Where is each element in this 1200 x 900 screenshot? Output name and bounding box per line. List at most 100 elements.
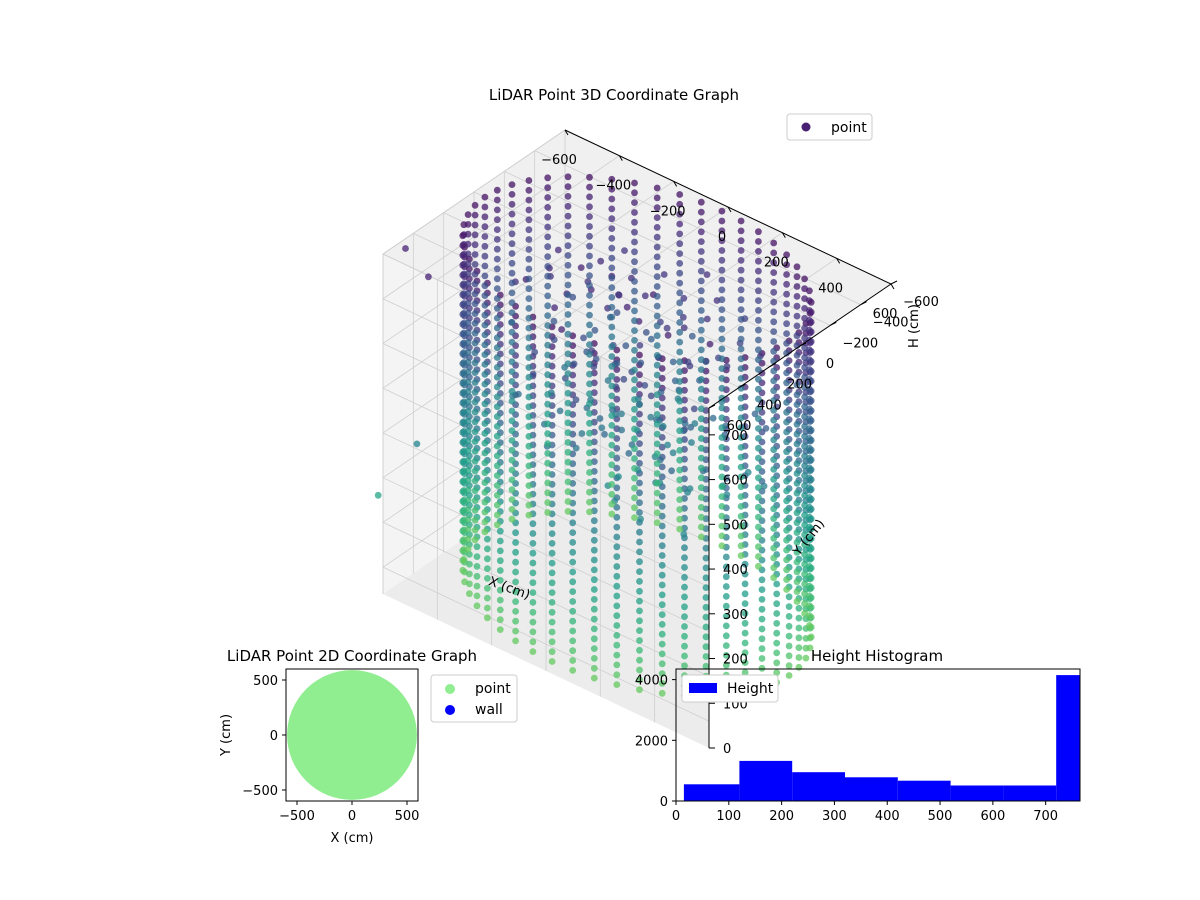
chart-3d-point [676, 299, 684, 307]
chart-3d-point [691, 420, 699, 427]
chart-3d-point [631, 504, 638, 512]
chart-3d-point [496, 616, 504, 624]
chart-3d-point [525, 344, 533, 352]
chart-3d-point [529, 569, 537, 577]
chart-3d-point [703, 271, 711, 278]
chart-3d-point [525, 433, 533, 440]
chart-3d-point [564, 321, 572, 328]
chart-3d-point [464, 270, 472, 277]
chart-3d-point [770, 416, 778, 424]
chart-3d-point [613, 523, 621, 531]
chart-3d-point [525, 265, 533, 273]
chart-3d-point [508, 368, 516, 375]
chart-3d-point [564, 222, 572, 230]
chart-3d-z-tick-label: 300 [723, 608, 748, 623]
chart-3d-point [481, 321, 489, 329]
chart-3d-point [697, 208, 705, 216]
chart-3d-point [801, 364, 808, 371]
chart-3d-point [658, 434, 666, 441]
chart-3d-point [723, 363, 731, 370]
chart-3d-point [569, 657, 577, 664]
chart-3d-point [783, 566, 790, 574]
chart-3d-x-tick [727, 206, 732, 213]
chart-3d-point [653, 430, 661, 438]
chart-3d-point [529, 530, 537, 537]
chart-3d-z-tick-label: 0 [723, 742, 731, 757]
chart-3d-point [631, 474, 638, 482]
histogram-x-tick-label: 700 [1033, 809, 1058, 824]
chart-3d-y-tick [890, 280, 898, 285]
chart-3d-point [508, 427, 516, 435]
chart-3d-point [737, 375, 745, 382]
chart-3d-point [471, 438, 479, 445]
chart-3d-point [590, 556, 598, 564]
chart-3d-x-tick [781, 232, 786, 238]
chart-3d-point [544, 381, 552, 388]
chart-3d-point [697, 317, 705, 324]
chart-3d-point [544, 479, 552, 487]
chart-3d-x-tick-label: −200 [650, 204, 686, 219]
chart-3d-point [702, 574, 710, 582]
chart-3d-point [755, 435, 762, 442]
chart-3d-point [586, 439, 593, 447]
chart-3d-point [529, 589, 537, 596]
chart-3d-point [481, 469, 489, 477]
chart-3d-point [801, 511, 808, 519]
chart-3d-point [464, 496, 472, 504]
chart-3d-point [785, 593, 793, 601]
chart-3d-point [636, 479, 643, 487]
chart-3d-x-tick [564, 129, 569, 136]
chart-3d-point [702, 564, 710, 572]
chart-3d-point [564, 399, 572, 407]
chart-3d-point [473, 563, 481, 570]
chart-3d-point [564, 183, 572, 191]
chart-3d-point [676, 220, 684, 228]
chart-3d-point [613, 661, 621, 669]
chart-3d-point [770, 328, 778, 335]
chart-3d-point [590, 635, 598, 643]
chart-3d-point [737, 345, 745, 353]
chart-3d-point [569, 558, 577, 566]
chart-3d-point [493, 501, 501, 509]
chart-3d-point [512, 588, 519, 596]
chart-2d-legend: point wall [430, 674, 518, 723]
chart-3d-point [783, 379, 790, 387]
chart-3d-point [564, 311, 572, 318]
chart-3d-point [773, 649, 781, 657]
chart-3d-point [608, 333, 616, 341]
chart-3d-point [525, 364, 533, 371]
chart-3d-point [676, 515, 684, 523]
chart-3d-point [496, 626, 504, 633]
chart-3d-point [564, 508, 572, 515]
histogram-bar [683, 784, 740, 801]
chart-3d-point [608, 235, 616, 242]
chart-3d-point [464, 250, 472, 258]
chart-3d-point [570, 360, 578, 368]
chart-3d-point [737, 532, 745, 540]
chart-3d-point [631, 278, 638, 285]
chart-3d-point [718, 463, 726, 471]
chart-3d-point [718, 227, 726, 235]
chart-3d-point [783, 408, 790, 416]
chart-3d-point [608, 185, 616, 193]
chart-3d-point [658, 512, 666, 520]
histogram-bar [739, 760, 793, 801]
chart-3d-point [770, 298, 778, 306]
chart-3d-point [508, 191, 516, 198]
chart-3d-point [481, 459, 489, 467]
chart-3d-point [512, 578, 519, 586]
chart-3d-point [473, 592, 481, 600]
chart-3d-point [718, 286, 726, 294]
chart-3d-point [608, 481, 616, 488]
chart-3d-point [608, 412, 616, 419]
chart-2d-x-tick-label: −500 [279, 809, 315, 824]
chart-3d-point [464, 368, 472, 376]
chart-3d-point [525, 334, 533, 342]
chart-3d-point [597, 257, 605, 265]
chart-3d-point [755, 484, 762, 491]
chart-3d-point [548, 589, 556, 596]
chart-3d-point [508, 259, 516, 267]
chart-3d-point [556, 407, 564, 415]
chart-3d-point [590, 674, 598, 682]
chart-3d-point [464, 280, 472, 287]
